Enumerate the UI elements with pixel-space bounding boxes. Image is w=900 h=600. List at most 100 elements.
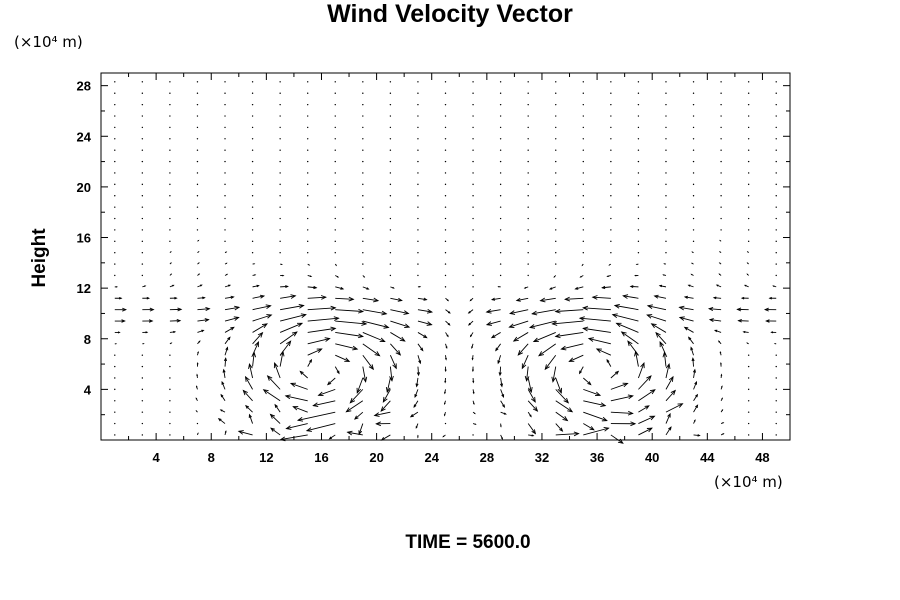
vector-arrowhead — [358, 430, 363, 436]
vector-dot — [141, 240, 144, 243]
vector-arrowhead — [708, 318, 714, 322]
vector-dot — [527, 149, 529, 151]
vector-dot — [334, 92, 336, 94]
vector-dot — [169, 149, 171, 151]
vector-dot — [747, 92, 750, 94]
vector-dot — [334, 149, 336, 151]
vector-dot — [224, 149, 226, 151]
vector-dot — [665, 217, 667, 220]
vector-dot — [417, 92, 419, 94]
vector-arrowhead — [395, 350, 402, 356]
vector-arrow — [354, 411, 364, 420]
vector-dot — [444, 183, 447, 186]
vector-arrow — [583, 307, 611, 311]
vector-dot — [362, 103, 364, 106]
vector-dot — [334, 195, 336, 197]
vector-arrow — [513, 332, 529, 342]
vector-arrowhead — [670, 389, 677, 396]
vector-dot — [582, 229, 584, 231]
vector-arrow — [307, 348, 322, 356]
vector-arrowhead — [122, 307, 127, 312]
vector-arrowhead — [170, 262, 172, 264]
vector-arrowhead — [713, 329, 718, 333]
vector-arrowhead — [472, 391, 475, 395]
vector-dot — [527, 115, 529, 117]
vector-dot — [307, 217, 309, 220]
vector-arrow — [655, 332, 667, 345]
vector-arrowhead — [254, 274, 257, 276]
vector-arrowhead — [262, 389, 269, 395]
vector-dot — [555, 92, 557, 94]
vector-arrow — [627, 340, 639, 356]
vector-dot — [141, 411, 144, 413]
vector-dot — [775, 411, 777, 413]
vector-dot — [527, 217, 529, 220]
vector-arrowhead — [740, 296, 745, 300]
vector-arrow — [386, 377, 391, 393]
vector-dot — [141, 115, 144, 117]
vector-arrow — [486, 320, 501, 326]
vector-arrow — [659, 341, 667, 356]
vector-arrow — [533, 332, 556, 342]
vector-dot — [389, 263, 392, 265]
vector-arrowhead — [772, 285, 775, 287]
y-tick-label: 20 — [77, 180, 91, 195]
vector-arrowhead — [578, 316, 585, 321]
vector-dot — [720, 103, 722, 106]
x-tick-label: 16 — [314, 450, 328, 465]
vector-arrowhead — [320, 295, 327, 300]
vector-arrowhead — [746, 273, 749, 275]
vector-dot — [775, 149, 777, 151]
vector-arrowhead — [622, 382, 629, 388]
vector-arrow — [612, 314, 639, 322]
vector-arrowhead — [418, 360, 422, 365]
vector-arrowhead — [345, 407, 352, 413]
vector-dot — [141, 206, 144, 208]
vector-arrowhead — [471, 346, 474, 350]
vector-dot — [747, 206, 750, 208]
vector-arrowhead — [409, 414, 414, 418]
vector-dot — [555, 149, 557, 151]
vector-dot — [417, 183, 419, 186]
vector-dot — [389, 103, 392, 106]
vector-arrowhead — [397, 297, 403, 302]
vector-dot — [417, 138, 419, 140]
vector-dot — [279, 81, 281, 83]
vector-dot — [169, 422, 171, 425]
vector-dot — [334, 81, 336, 83]
vector-dot — [499, 160, 502, 163]
vector-arrow — [688, 337, 694, 345]
vector-arrowhead — [485, 321, 492, 326]
y-tick-label: 12 — [77, 281, 91, 296]
vector-arrowhead — [443, 402, 446, 406]
vector-dot — [747, 138, 750, 140]
vector-dot — [665, 149, 667, 151]
vector-arrowhead — [467, 311, 471, 314]
vector-dot — [692, 81, 695, 83]
vector-dot — [251, 217, 254, 220]
vector-dot — [499, 240, 502, 243]
vector-dot — [251, 92, 254, 94]
vector-dot — [389, 160, 392, 163]
vector-dot — [499, 263, 502, 265]
vector-arrowhead — [290, 294, 297, 299]
vector-dot — [196, 149, 199, 151]
vector-dot — [527, 126, 529, 129]
vector-arrowhead — [490, 297, 496, 301]
vector-arrowhead — [707, 306, 714, 312]
vector-dot — [279, 126, 281, 129]
vector-dot — [610, 217, 612, 220]
vector-arrow — [651, 323, 667, 333]
vector-dot — [169, 354, 171, 356]
vector-dot — [499, 103, 502, 106]
vector-dot — [389, 252, 392, 254]
vector-dot — [114, 388, 116, 391]
vector-dot — [555, 138, 557, 140]
vector-dot — [527, 206, 529, 208]
vector-dot — [775, 160, 777, 163]
vector-dot — [775, 183, 777, 186]
vector-dot — [307, 92, 309, 94]
vector-arrowhead — [291, 331, 298, 337]
vector-arrow — [390, 332, 405, 342]
vector-dot — [417, 126, 419, 129]
